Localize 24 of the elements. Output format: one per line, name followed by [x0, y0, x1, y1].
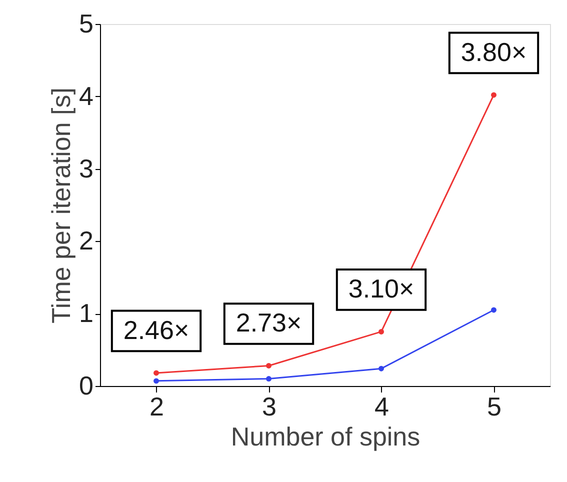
y-tick-label: 0: [79, 370, 94, 400]
annotation: 2.73×: [236, 308, 302, 338]
point: [154, 370, 159, 376]
point: [378, 328, 384, 334]
point: [266, 362, 272, 368]
point: [491, 307, 496, 313]
y-tick-label: 4: [79, 80, 94, 111]
annotation: 2.46×: [123, 314, 190, 345]
point: [491, 92, 496, 98]
y-tick-label: 1: [79, 298, 94, 328]
point: [266, 376, 272, 382]
y-tick-label: 3: [79, 153, 94, 184]
x-tick-label: 3: [262, 392, 276, 422]
annotation: 3.10×: [348, 274, 414, 304]
y-tick-label: 2: [79, 226, 94, 256]
x-tick-label: 4: [374, 392, 389, 422]
y-tick-label: 5: [79, 8, 94, 38]
annotation: 3.80×: [460, 36, 527, 67]
x-tick-label: 5: [487, 392, 502, 422]
x-axis-title: Number of spins: [230, 422, 420, 452]
x-tick-label: 2: [150, 392, 164, 422]
point: [378, 366, 384, 372]
point: [154, 378, 159, 384]
y-axis-title: Time per iteration [s]: [46, 87, 76, 324]
